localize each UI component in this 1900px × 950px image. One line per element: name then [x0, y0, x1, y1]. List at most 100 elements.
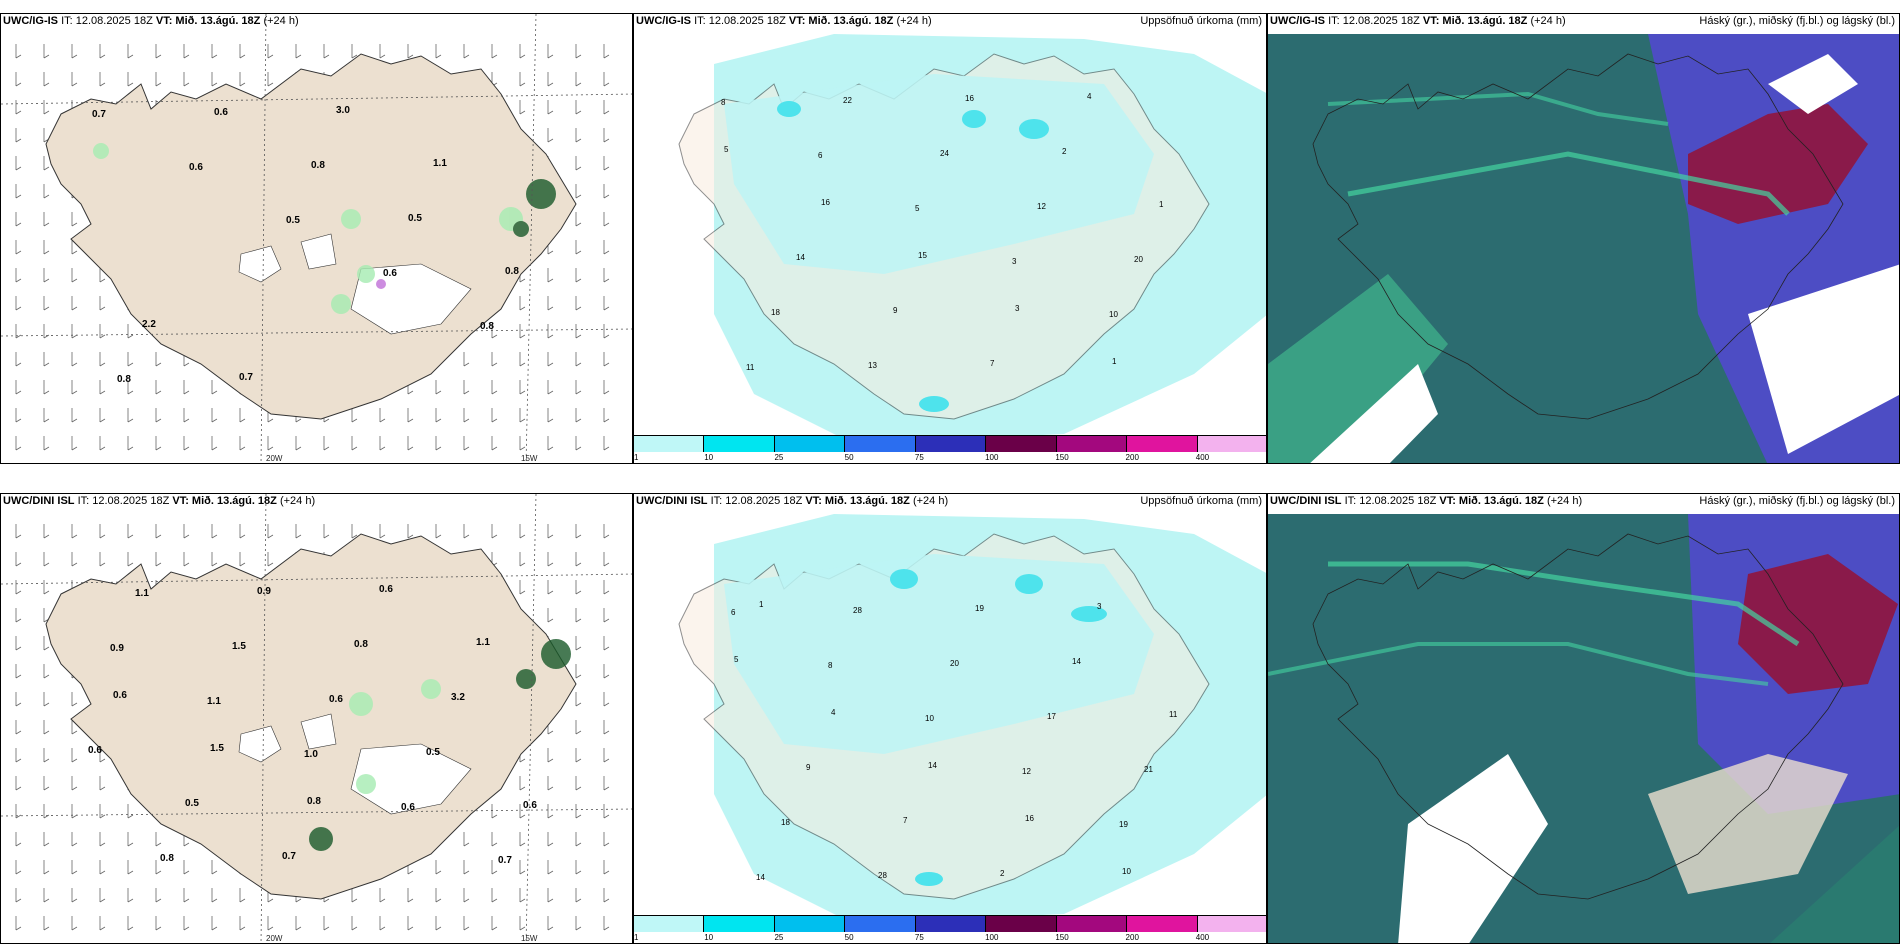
- colorbar-tick: 1: [634, 933, 639, 942]
- map-value-label: 9: [806, 763, 811, 772]
- colorbar-tick: 50: [844, 453, 854, 462]
- colorbar-swatch: [634, 916, 705, 932]
- glacier: [300, 233, 337, 270]
- map-value-label: 0.9: [110, 643, 124, 654]
- colorbar-tick: 10: [704, 933, 714, 942]
- map-value-label: 11: [1169, 710, 1178, 719]
- map-value-label: 20: [950, 659, 959, 668]
- lon-label-15w: 15W: [521, 934, 538, 943]
- precip-values: 8 6 5 3 10 11 22 24 12 20 18 13 16 2 1 14 9 7 4 5 16 15 3 1: [721, 92, 1164, 372]
- map-value-label: 14: [756, 873, 765, 882]
- colorbar-tick: 1: [634, 453, 639, 462]
- map-value-label: 0.5: [185, 798, 199, 809]
- map-value-label: 16: [1025, 814, 1034, 823]
- map-value-label: 2.2: [142, 319, 156, 330]
- value-labels: 0.7 0.6 0.5 0.6 0.8 0.8 0.6 0.8 0.5 0.8 2.2 0.7 3.0 1…: [92, 105, 519, 385]
- map-value-label: 0.6: [214, 107, 228, 118]
- map-panel-bottom-middle: UWC/DINI ISL IT: 12.08.2025 18Z VT: Mið.…: [633, 493, 1267, 944]
- map-value-label: 0.8: [354, 639, 368, 650]
- map-value-label: 8: [828, 661, 833, 670]
- colorbar-tick: 50: [844, 933, 854, 942]
- map-value-label: 0.7: [239, 372, 253, 383]
- map-value-label: 19: [1119, 820, 1128, 829]
- map-value-label: 1.1: [433, 158, 447, 169]
- iceland-land: [45, 53, 577, 420]
- map-value-label: 11: [746, 363, 755, 372]
- map-value-label: 1: [1159, 200, 1164, 209]
- map-value-label: 0.6: [113, 690, 127, 701]
- map-value-label: 5: [734, 655, 739, 664]
- map-value-label: 5: [915, 204, 920, 213]
- panel-title: Háský (gr.), miðský (fj.bl.) og lágský (…: [1699, 15, 1895, 27]
- map-value-label: 3: [1012, 257, 1017, 266]
- map-value-label: 0.8: [480, 321, 494, 332]
- cloud-map: [1268, 514, 1899, 943]
- colorbar-swatch: [1127, 436, 1198, 452]
- map-value-label: 0.5: [286, 215, 300, 226]
- map-value-label: 28: [878, 871, 887, 880]
- colorbar-tick: 400: [1195, 933, 1210, 942]
- colorbar-swatch: [1056, 436, 1128, 452]
- map-value-label: 1.5: [210, 743, 224, 754]
- map-value-label: 18: [771, 308, 780, 317]
- panel-header: UWC/IG-IS IT: 12.08.2025 18Z VT: Mið. 13…: [3, 15, 299, 27]
- map-value-label: 20: [1134, 255, 1143, 264]
- map-value-label: 0.6: [383, 268, 397, 279]
- colorbar-tick: 10: [704, 453, 714, 462]
- map-panel-bottom-left: UWC/DINI ISL IT: 12.08.2025 18Z VT: Mið.…: [0, 493, 633, 944]
- map-value-label: 6: [818, 151, 823, 160]
- graticule: [1, 14, 632, 463]
- map-value-label: 0.8: [117, 374, 131, 385]
- map-value-label: 0.8: [505, 266, 519, 277]
- lon-label-15w: 15W: [521, 454, 538, 463]
- precip-map: 8 6 5 3 10 11 22 24 12 20 18 13 16 2 1 14 9 7 4 5 16 15 3 1: [634, 34, 1266, 444]
- map-value-label: 1: [1112, 357, 1117, 366]
- map-value-label: 7: [903, 816, 908, 825]
- map-value-label: 6: [731, 608, 736, 617]
- map-value-label: 24: [940, 149, 949, 158]
- cloud-map: [1268, 34, 1899, 463]
- colorbar-tick: 25: [774, 933, 784, 942]
- glacier: [238, 245, 282, 283]
- map-value-label: 10: [1122, 867, 1131, 876]
- map-value-label: 28: [853, 606, 862, 615]
- colorbar-swatch: [634, 436, 705, 452]
- colorbar-swatch: [986, 436, 1057, 452]
- panel-header: UWC/DINI ISL IT: 12.08.2025 18Z VT: Mið.…: [3, 495, 316, 507]
- map-value-label: 16: [965, 94, 974, 103]
- lon-label-20w: 20W: [266, 454, 283, 463]
- map-value-label: 4: [1087, 92, 1092, 101]
- map-value-label: 19: [975, 604, 984, 613]
- map-value-label: 1.5: [232, 641, 246, 652]
- map-value-label: 0.6: [88, 745, 102, 756]
- map-value-label: 12: [1022, 767, 1031, 776]
- map-value-label: 0.8: [160, 853, 174, 864]
- map-value-label: 0.6: [189, 162, 203, 173]
- map-value-label: 0.6: [401, 802, 415, 813]
- map-value-label: 0.6: [523, 800, 537, 811]
- map-value-label: 3: [1097, 602, 1102, 611]
- map-value-label: 3.2: [451, 692, 465, 703]
- colorbar-tick: 150: [1055, 453, 1069, 462]
- map-value-label: 2: [1062, 147, 1067, 156]
- map-panel-top-middle: UWC/IG-IS IT: 12.08.2025 18Z VT: Mið. 13…: [633, 13, 1267, 464]
- map-value-label: 16: [821, 198, 830, 207]
- map-value-label: 0.9: [257, 586, 271, 597]
- iceland-outline: [1312, 53, 1844, 420]
- colorbar-swatch: [774, 916, 846, 932]
- map-value-label: 5: [724, 145, 729, 154]
- colorbar: [634, 435, 1266, 453]
- map-value-label: 0.5: [408, 213, 422, 224]
- map-value-label: 1.1: [135, 588, 149, 599]
- map-value-label: 21: [1144, 765, 1153, 774]
- map-value-label: 1: [759, 600, 764, 609]
- map-value-label: 2: [1000, 869, 1005, 878]
- map-value-label: 12: [1037, 202, 1046, 211]
- green-patches: [93, 143, 556, 314]
- lon-label-20w: 20W: [266, 934, 283, 943]
- map-value-label: 0.8: [307, 796, 321, 807]
- panel-title: Háský (gr.), miðský (fj.bl.) og lágský (…: [1699, 495, 1895, 507]
- colorbar-tick: 200: [1125, 453, 1139, 462]
- colorbar-swatch: [1056, 916, 1128, 932]
- map-value-label: 0.7: [92, 109, 106, 120]
